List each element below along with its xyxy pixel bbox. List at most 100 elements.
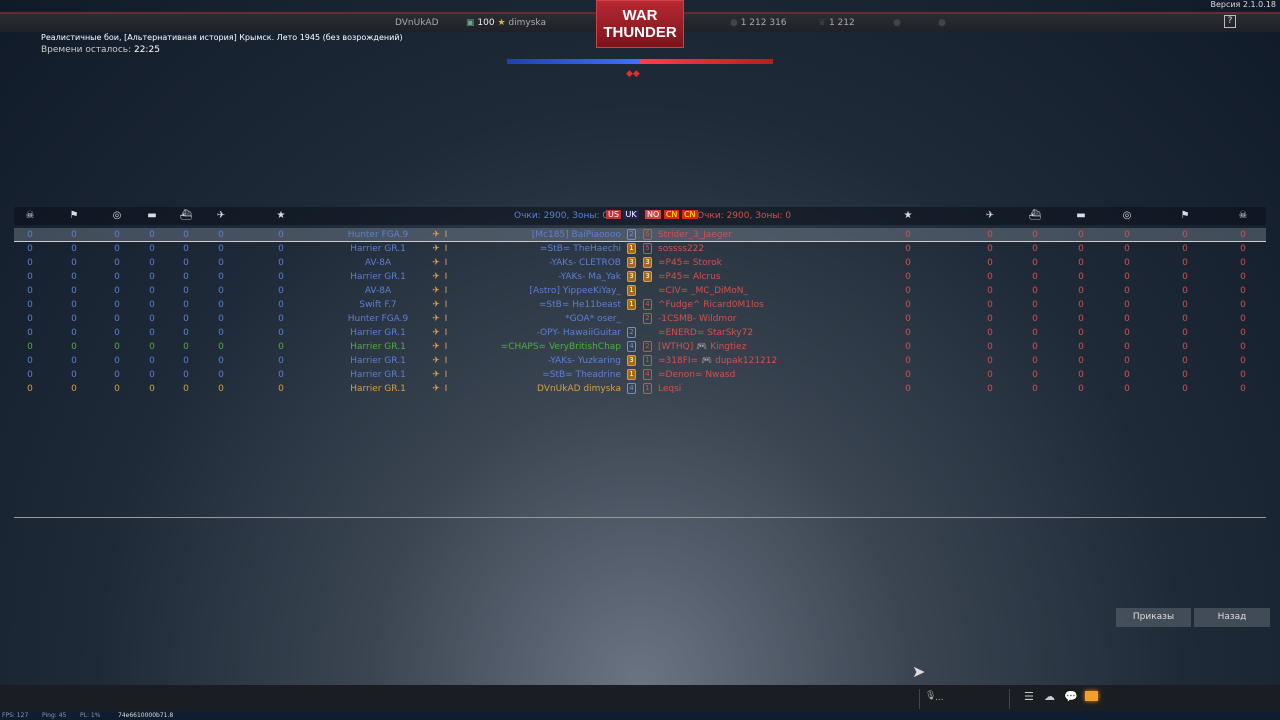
bulb-icon: ●: [893, 18, 901, 28]
chat-icon[interactable]: 💬: [1064, 690, 1078, 703]
stat-value: 0: [905, 258, 911, 268]
stat-value: 0: [1032, 356, 1038, 366]
br-marker: I: [444, 272, 448, 282]
stat-value: 0: [278, 384, 284, 394]
rank-badge: 1: [627, 299, 636, 310]
br-marker: I: [444, 314, 448, 324]
stat-value: 0: [278, 328, 284, 338]
stat-value: 0: [218, 370, 224, 380]
player-name: Strider_3_Jaeger: [658, 230, 732, 240]
divider: [14, 517, 1266, 518]
stat-value: 0: [1078, 370, 1084, 380]
stat-value: 0: [278, 300, 284, 310]
rank-badge: 1: [627, 369, 636, 380]
stat-value: 0: [27, 356, 33, 366]
player-row[interactable]: 0 0 0 0 0 0 0 Harrier GR.1 ✈ I =StB= TheHaechi 1 5 so…: [14, 242, 1266, 256]
stat-value: 0: [1182, 230, 1188, 240]
player-row[interactable]: 0 0 0 0 0 0 0 Harrier GR.1 ✈ I -YAKs- Ma_Yak 3 3 =P45…: [14, 270, 1266, 284]
stat-value: 0: [27, 286, 33, 296]
player-row[interactable]: 0 0 0 0 0 0 0 Hunter FGA.9 ✈ I [Mc185] BaiPiaoooo 2…: [14, 228, 1266, 242]
stat-value: 0: [114, 342, 120, 352]
stat-value: 0: [1240, 244, 1246, 254]
stat-value: 0: [1182, 370, 1188, 380]
player-row[interactable]: 0 0 0 0 0 0 0 AV-8A ✈ I -YAKs- CLETROB 3 3 =P45= Stor…: [14, 256, 1266, 270]
player-row[interactable]: 0 0 0 0 0 0 0 Harrier GR.1 ✈ I -OPY- HawaiiGuitar 2…: [14, 326, 1266, 340]
stat-value: 0: [114, 244, 120, 254]
player-name: *GOA* oser_: [565, 314, 621, 324]
stat-value: 0: [1240, 314, 1246, 324]
star-icon: ★: [903, 210, 913, 221]
br-marker: I: [444, 244, 448, 254]
vehicle-name: Harrier GR.1: [350, 342, 406, 352]
list-icon[interactable]: ☰: [1024, 690, 1034, 703]
stat-value: 0: [114, 328, 120, 338]
stat-value: 0: [71, 314, 77, 324]
stat-value: 0: [905, 286, 911, 296]
vehicle-name: Hunter FGA.9: [347, 230, 409, 240]
rank-badge: 3: [643, 271, 652, 282]
stat-value: 0: [27, 314, 33, 324]
stat-value: 0: [114, 286, 120, 296]
orders-button[interactable]: Приказы: [1116, 608, 1191, 627]
stat-value: 0: [1032, 328, 1038, 338]
stat-value: 0: [27, 258, 33, 268]
player-row[interactable]: 0 0 0 0 0 0 0 Swift F.7 ✈ I =StB= He11beast 1 4 ^Fudg…: [14, 298, 1266, 312]
stat-value: 0: [218, 230, 224, 240]
stat-value: 0: [183, 258, 189, 268]
stat-value: 0: [1078, 328, 1084, 338]
right-team-flags: NO CN CN: [645, 210, 698, 219]
stat-value: 0: [1182, 384, 1188, 394]
stat-value: 0: [218, 342, 224, 352]
stat-value: 0: [1078, 272, 1084, 282]
stat-value: 0: [905, 328, 911, 338]
help-button[interactable]: ?: [1224, 15, 1236, 28]
player-row[interactable]: 0 0 0 0 0 0 0 Hunter FGA.9 ✈ I *GOA* oser_ 2 -1CSMB-…: [14, 312, 1266, 326]
player-name: =CIV= _MC_DiMoN_: [658, 286, 749, 296]
stat-value: 0: [1124, 272, 1130, 282]
player-row[interactable]: 0 0 0 0 0 0 0 Harrier GR.1 ✈ I DVnUkAD dimyska 4 1 Le…: [14, 382, 1266, 396]
stat-value: 0: [218, 258, 224, 268]
air-kill-icon: ✈: [216, 210, 226, 221]
stat-value: 0: [987, 272, 993, 282]
stat-value: 0: [1124, 356, 1130, 366]
stat-value: 0: [1032, 314, 1038, 324]
stat-value: 0: [905, 342, 911, 352]
br-marker: I: [444, 384, 448, 394]
mail-icon[interactable]: [1085, 691, 1098, 701]
stat-value: 0: [1078, 244, 1084, 254]
stat-value: 0: [987, 300, 993, 310]
stat-value: 0: [987, 258, 993, 268]
stat-value: 0: [114, 384, 120, 394]
stat-value: 0: [71, 342, 77, 352]
stat-value: 0: [278, 272, 284, 282]
stat-value: 0: [149, 314, 155, 324]
stat-value: 0: [1078, 356, 1084, 366]
player-row[interactable]: 0 0 0 0 0 0 0 Harrier GR.1 ✈ I =StB= Theadrine 1 4 =D…: [14, 368, 1266, 382]
squad-player[interactable]: DVnUkAD: [395, 18, 439, 28]
stat-value: 0: [1032, 286, 1038, 296]
vehicle-name: Harrier GR.1: [350, 370, 406, 380]
score-bar-red: [640, 59, 773, 64]
player-row[interactable]: 0 0 0 0 0 0 0 AV-8A ✈ I [Astro] YippeeKiYay_ 1 =CIV=…: [14, 284, 1266, 298]
war-thunder-logo: WAR THUNDER: [596, 0, 684, 48]
stat-value: 0: [1182, 356, 1188, 366]
stat-value: 0: [1240, 384, 1246, 394]
stat-value: 0: [71, 286, 77, 296]
stat-value: 0: [278, 258, 284, 268]
rank-badge: 1: [643, 383, 652, 394]
player-row[interactable]: 0 0 0 0 0 0 0 Harrier GR.1 ✈ I =CHAPS= VeryBritish…: [14, 340, 1266, 354]
stat-value: 0: [149, 384, 155, 394]
back-button[interactable]: Назад: [1194, 608, 1270, 627]
stat-value: 0: [183, 272, 189, 282]
squad-icon[interactable]: ☁: [1044, 690, 1055, 703]
skull-icon: ☠: [25, 210, 35, 221]
rank-badge: 3: [627, 257, 636, 268]
player-row[interactable]: 0 0 0 0 0 0 0 Harrier GR.1 ✈ I -YAKs- Yuzkaring 3 1 =…: [14, 354, 1266, 368]
capture-zone-icons: ◆◆: [626, 69, 640, 79]
player-info[interactable]: ▣ 100 ★ dimyska: [466, 18, 546, 28]
stat-value: 0: [1032, 272, 1038, 282]
stat-value: 0: [183, 286, 189, 296]
aircraft-icon: ✈: [432, 356, 440, 366]
aircraft-icon: ✈: [432, 258, 440, 268]
microphone-icon[interactable]: 🎙: [925, 691, 937, 701]
